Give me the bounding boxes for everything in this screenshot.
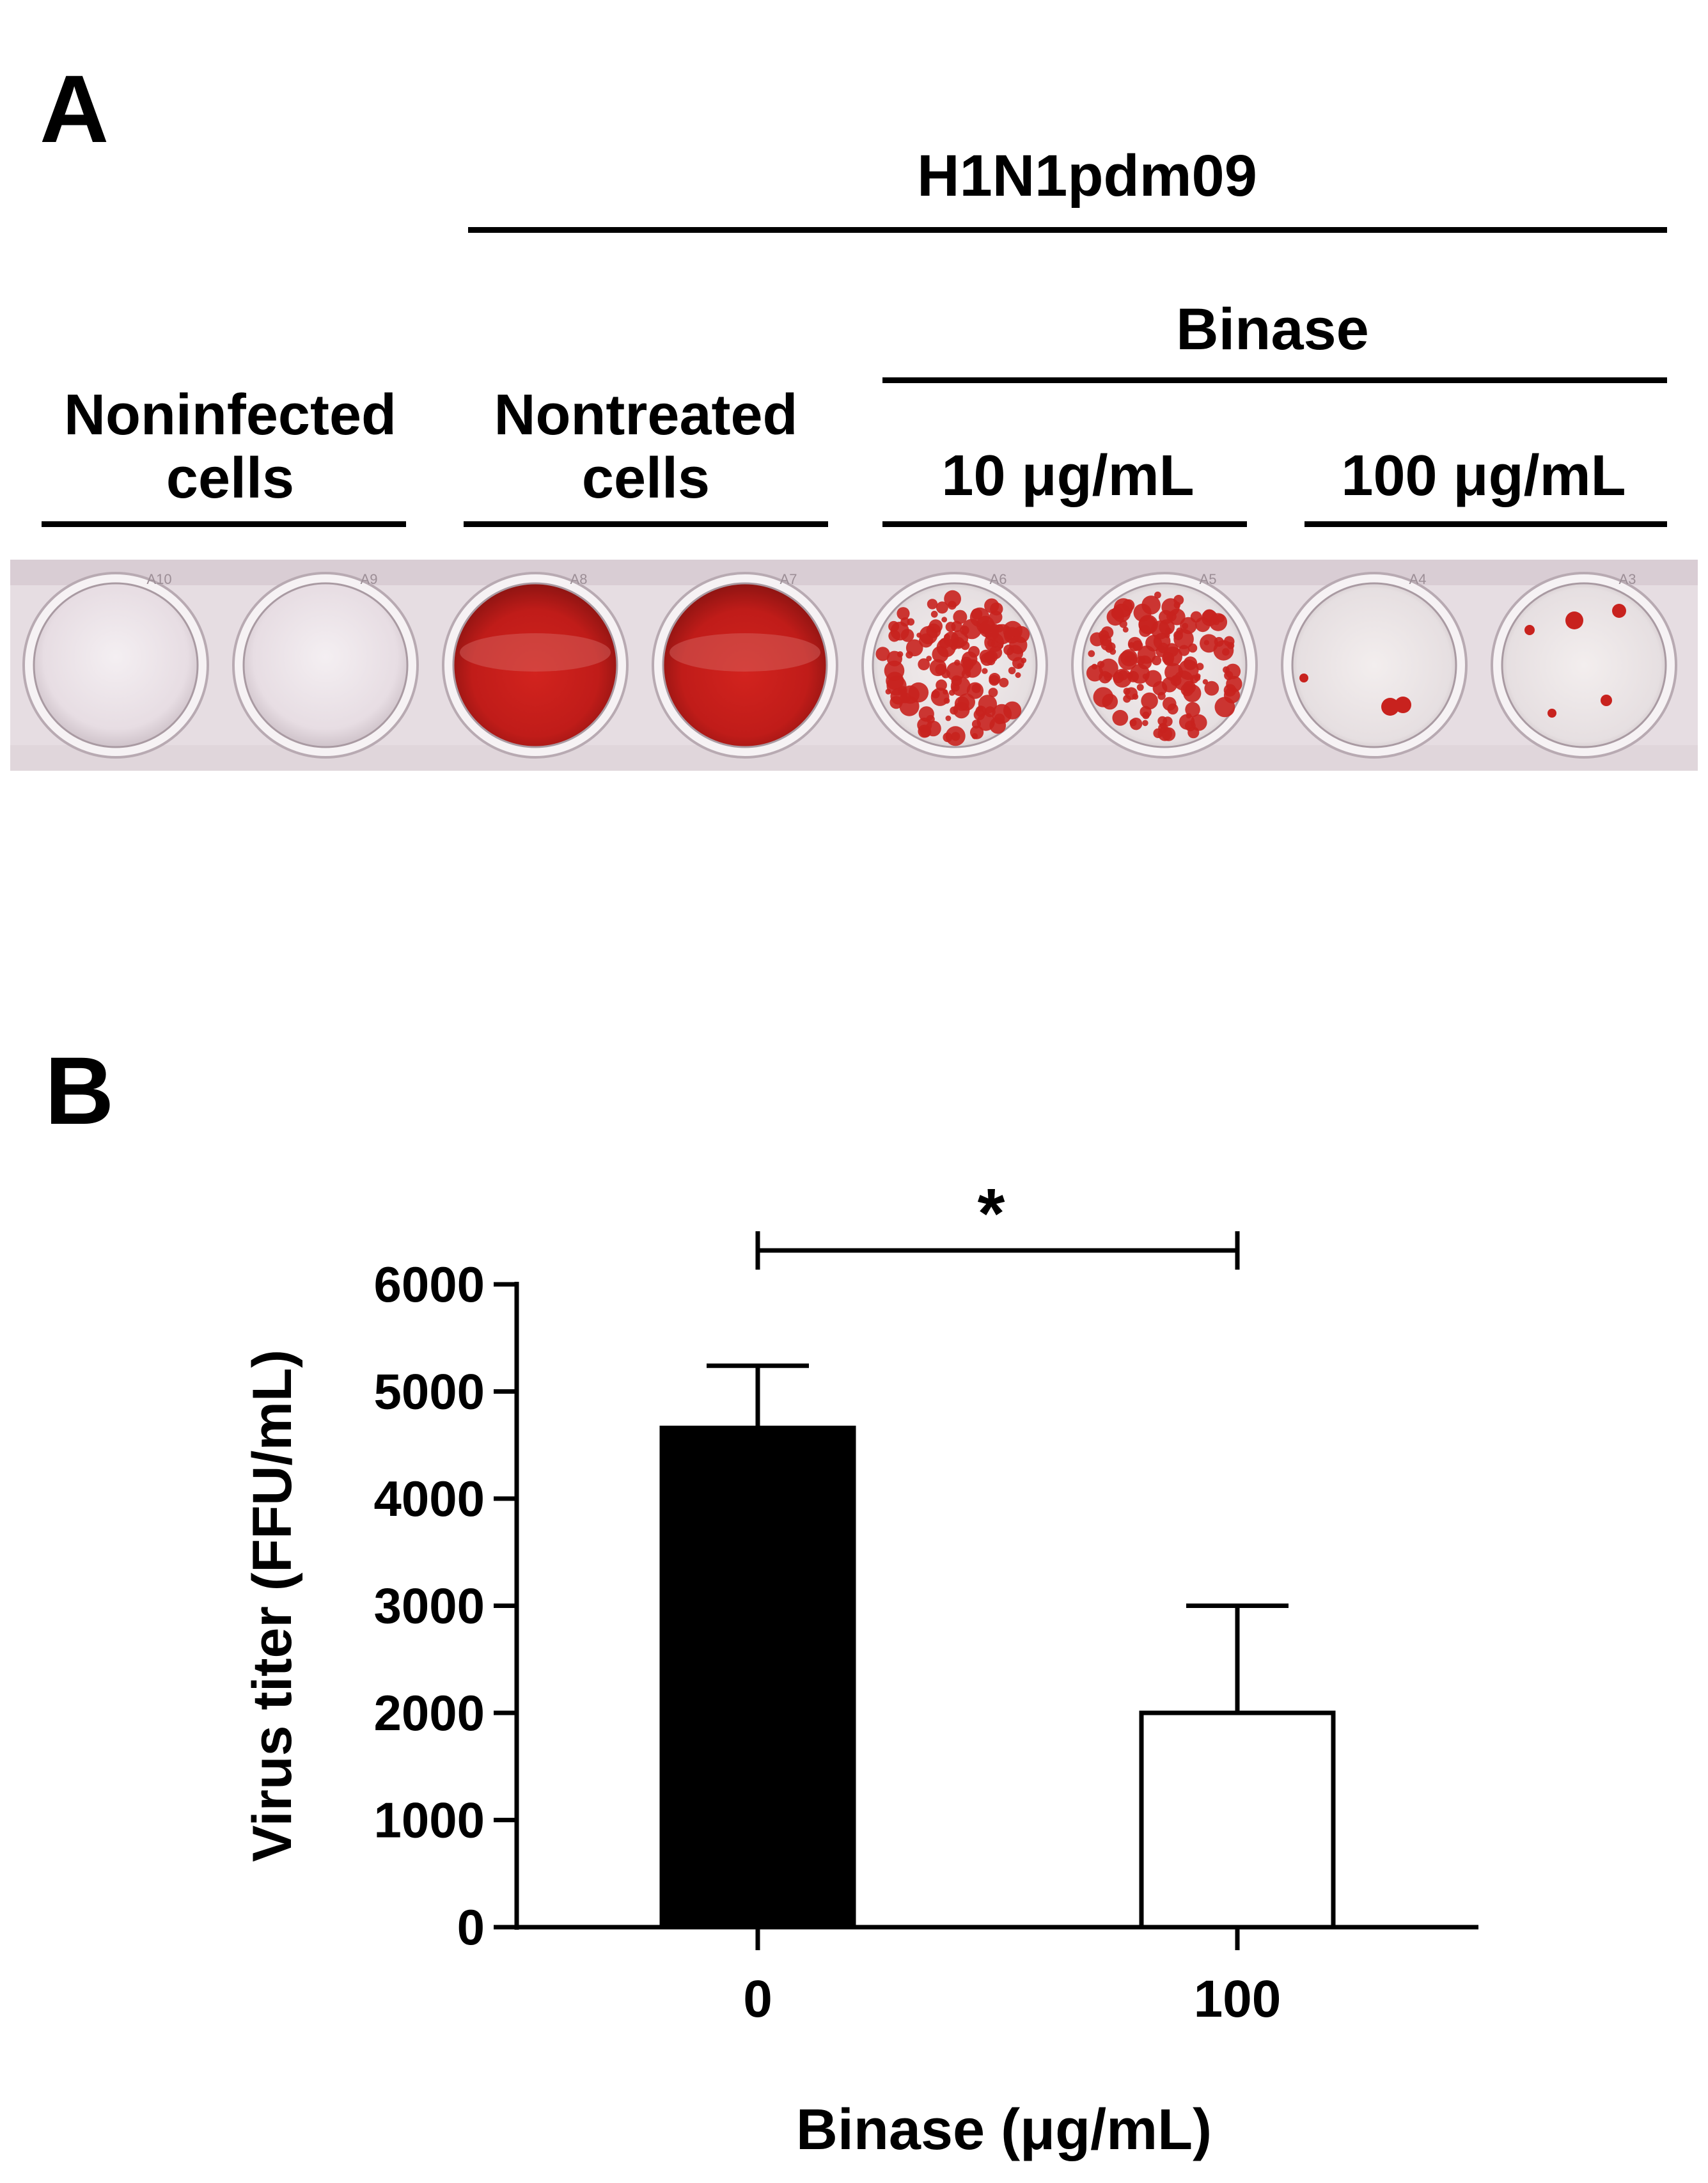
well-7: A4 xyxy=(1281,571,1468,759)
group-label-10ug: 10 μg/mL xyxy=(857,445,1279,508)
well-code: A9 xyxy=(361,571,378,587)
well-code: A7 xyxy=(780,571,797,587)
well-code: A5 xyxy=(1200,571,1217,587)
y-tick-label: 0 xyxy=(457,1899,485,1955)
group-rule-nontreated xyxy=(464,521,828,527)
bar-0 xyxy=(659,1425,856,1930)
group-rule-100ug xyxy=(1305,521,1667,527)
bar-100 xyxy=(1139,1710,1336,1930)
group-label-100ug: 100 μg/mL xyxy=(1273,445,1695,508)
y-tick-label: 2000 xyxy=(373,1685,485,1741)
well-6: A5 xyxy=(1071,571,1258,759)
panel-b-letter: B xyxy=(45,1037,114,1144)
well-5: A6 xyxy=(861,571,1048,759)
well-8: A3 xyxy=(1491,571,1677,759)
x-tick-label: 0 xyxy=(743,1970,772,2028)
group-label-noninfected: Noninfected cells xyxy=(19,384,441,510)
virus-label: H1N1pdm09 xyxy=(917,143,1257,209)
well-3: A8 xyxy=(442,571,629,759)
group-label-line1: Noninfected xyxy=(63,383,396,447)
y-tick-label: 1000 xyxy=(373,1792,485,1848)
group-rule-noninfected xyxy=(42,521,406,527)
binase-label: Binase xyxy=(1176,297,1369,362)
group-label-line1: 10 μg/mL xyxy=(941,444,1195,508)
x-axis-label: Binase (μg/mL) xyxy=(796,2098,1212,2162)
y-tick-label: 5000 xyxy=(373,1364,485,1420)
binase-rule xyxy=(882,377,1667,383)
virus-rule xyxy=(468,227,1667,233)
well-code: A10 xyxy=(146,571,171,587)
well-code: A4 xyxy=(1409,571,1427,587)
well-plate-image: A10 A9 A8 A7 A6 A5 A4 A3 xyxy=(10,560,1698,771)
well-4: A7 xyxy=(652,571,838,759)
x-tick-label: 100 xyxy=(1194,1970,1281,2028)
y-axis-label: Virus titer (FFU/mL) xyxy=(242,1350,303,1862)
y-tick-label: 4000 xyxy=(373,1470,485,1527)
y-tick-label: 6000 xyxy=(373,1256,485,1312)
group-label-line2: cells xyxy=(581,446,710,510)
group-label-nontreated: Nontreated cells xyxy=(435,384,857,510)
group-label-line1: Nontreated xyxy=(494,383,798,447)
y-tick-label: 3000 xyxy=(373,1578,485,1634)
well-code: A6 xyxy=(990,571,1007,587)
group-label-line1: 100 μg/mL xyxy=(1341,444,1626,508)
well-2: A9 xyxy=(232,571,419,759)
well-code: A3 xyxy=(1619,571,1636,587)
well-1: A10 xyxy=(22,571,209,759)
well-code: A8 xyxy=(570,571,588,587)
significance-star: * xyxy=(978,1174,1005,1253)
group-label-line2: cells xyxy=(166,446,295,510)
panel-a-letter: A xyxy=(40,55,109,162)
group-rule-10ug xyxy=(882,521,1247,527)
bar-chart: 0 1000 2000 3000 4000 5000 6000 0 100 * Virus tite… xyxy=(242,1174,1478,2162)
